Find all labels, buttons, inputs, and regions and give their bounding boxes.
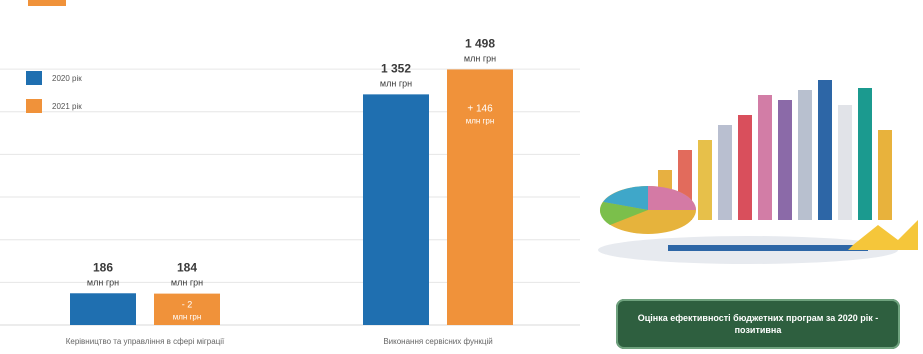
bar-value-label: 1 352 — [381, 61, 411, 75]
legend-item: 2021 рік — [26, 98, 82, 114]
pie-chart-icon — [600, 186, 696, 234]
bar-category-2-series-1 — [363, 94, 429, 325]
bar-value-label: 184 — [177, 261, 197, 275]
bar-unit-label: млн грн — [380, 78, 412, 88]
bar-category-2-series-2 — [447, 69, 513, 325]
category-label: Керівництво та управління в сфері міграц… — [66, 337, 225, 346]
isometric-bar-graph-icon — [658, 80, 892, 220]
callout-text: Оцінка ефективності бюджетних програм за… — [637, 313, 879, 335]
bar-unit-label: млн грн — [171, 278, 203, 288]
legend-item: 2020 рік — [26, 70, 82, 86]
bar-value-label: 186 — [93, 260, 113, 274]
bar-category-1-series-2 — [154, 293, 220, 325]
bar-chart: 186 млн грн 184 млн грн - 2 млн грн Керівництв… — [0, 36, 580, 346]
bar-change-unit-label: млн грн — [173, 312, 202, 321]
legend-label: 2021 рік — [52, 101, 82, 111]
bar-unit-label: млн грн — [87, 277, 119, 287]
blue-bar-strip-icon — [668, 245, 868, 251]
category-label: Виконання сервісних функцій — [383, 337, 492, 346]
bar-value-label: 1 498 — [465, 36, 495, 50]
bar-unit-label: млн грн — [464, 53, 496, 63]
bar-change-unit-label: млн грн — [466, 116, 495, 125]
chart-legend: 2020 рік 2021 рік — [26, 70, 82, 126]
legend-label: 2020 рік — [52, 73, 82, 83]
legend-swatch — [26, 71, 42, 85]
top-accent-bar — [28, 0, 66, 6]
legend-swatch — [26, 99, 42, 113]
bar-change-label: - 2 — [182, 299, 193, 309]
bar-change-label: + 146 — [467, 103, 493, 114]
decorative-3d-charts-illustration — [598, 80, 918, 264]
bar-category-1-series-1 — [70, 293, 136, 325]
assessment-callout: Оцінка ефективності бюджетних програм за… — [616, 299, 900, 349]
